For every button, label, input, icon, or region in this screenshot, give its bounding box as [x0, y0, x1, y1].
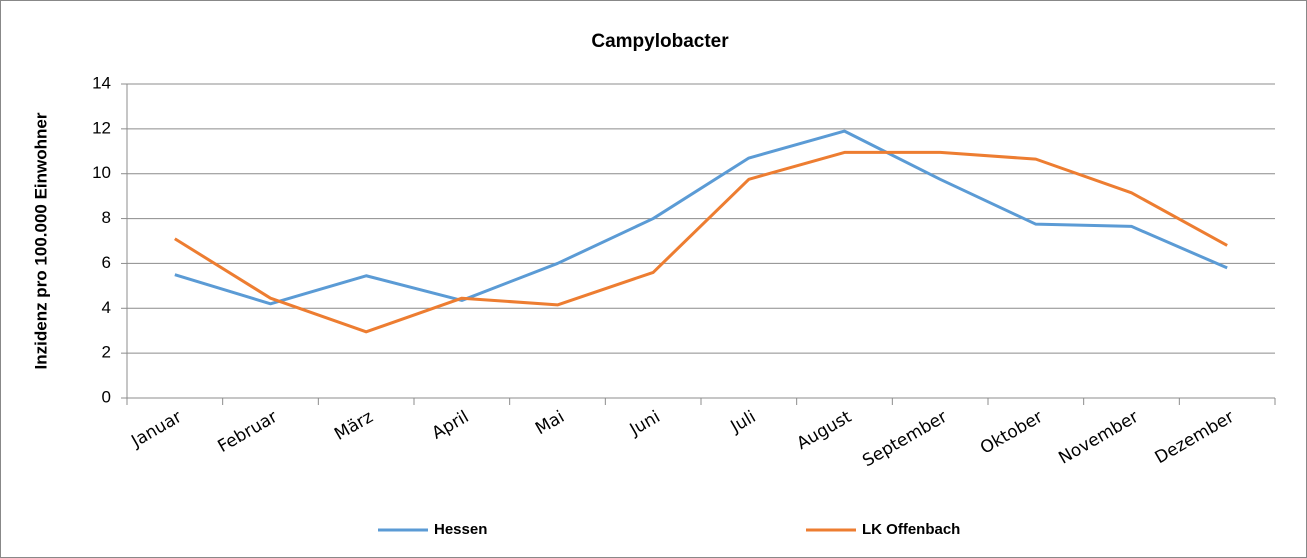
y-tick-label: 8: [102, 208, 111, 227]
legend-label: LK Offenbach: [862, 521, 960, 538]
series-line: [174, 129, 1228, 306]
y-tick-label: 14: [92, 73, 111, 92]
chart-title: Campylobacter: [591, 31, 729, 52]
y-tick-label: 6: [102, 253, 111, 272]
series-line: [174, 150, 1228, 334]
y-tick-label: 10: [92, 163, 111, 182]
y-tick-label: 0: [102, 387, 111, 406]
legend-label: Hessen: [434, 521, 487, 538]
y-tick-label: 2: [102, 343, 111, 362]
y-tick-label: 4: [102, 298, 111, 317]
y-axis-label: Inzidenz pro 100.000 Einwohner: [31, 112, 50, 369]
y-tick-label: 12: [92, 118, 111, 137]
